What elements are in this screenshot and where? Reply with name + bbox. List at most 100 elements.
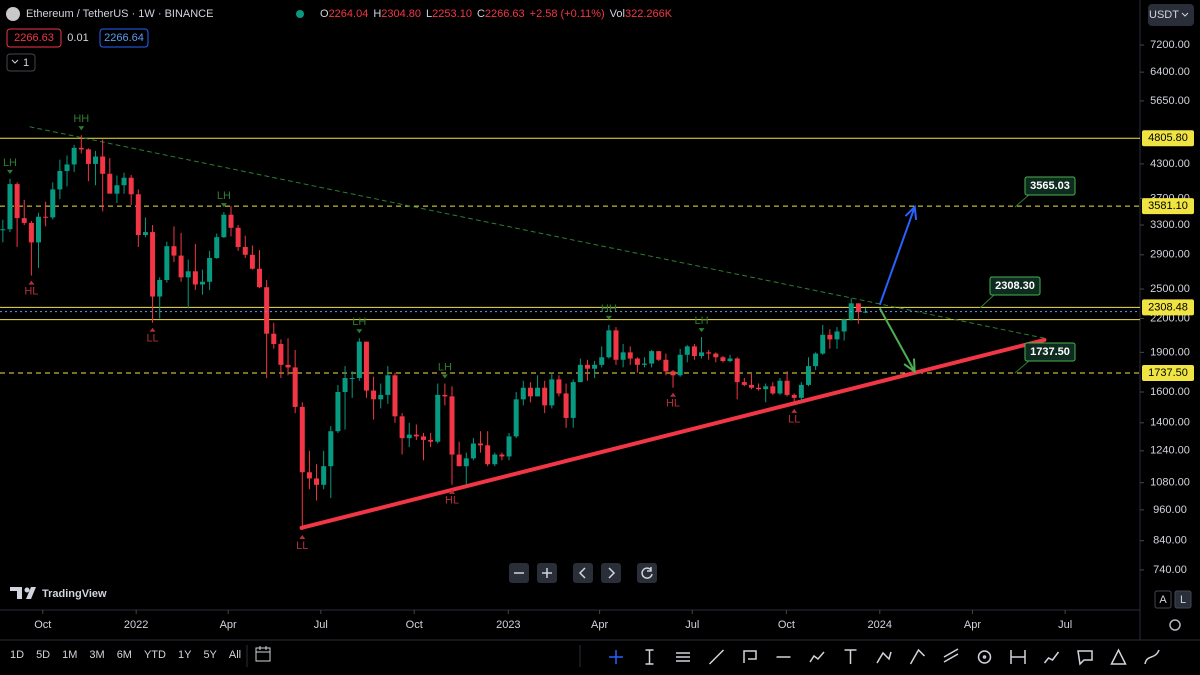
- nav-icon: [641, 567, 653, 579]
- candle-body: [492, 454, 498, 465]
- logo-dot: [24, 587, 30, 593]
- pivot-marker: [28, 280, 35, 285]
- candle-body: [513, 399, 519, 437]
- indicators-toggle[interactable]: [6, 53, 36, 72]
- currency-box[interactable]: [1148, 4, 1194, 26]
- timeframe-button[interactable]: YTD: [144, 649, 166, 661]
- nav-button[interactable]: [601, 563, 621, 583]
- drawing-tool[interactable]: [1144, 649, 1160, 665]
- drawing-tool[interactable]: [645, 649, 654, 665]
- timeframe-button[interactable]: 6M: [117, 649, 132, 661]
- drawing-tool[interactable]: [676, 652, 690, 662]
- timeframe-button[interactable]: All: [229, 649, 241, 661]
- candle-body: [428, 439, 434, 442]
- callout-pointer: [1014, 193, 1031, 208]
- candle-body: [185, 271, 191, 278]
- candle-body: [478, 443, 484, 446]
- candle-body: [413, 434, 419, 437]
- arrow-line: [878, 307, 916, 373]
- timeframe-button[interactable]: 1Y: [178, 649, 192, 661]
- timeframe-button[interactable]: 5Y: [203, 649, 217, 661]
- drawing-tool[interactable]: [1110, 648, 1127, 665]
- candle-body: [78, 147, 84, 150]
- y-tick-label: 7200.00: [1150, 39, 1190, 51]
- candle-body: [135, 194, 141, 235]
- date-range-icon[interactable]: [255, 646, 271, 662]
- candle-body: [406, 434, 412, 439]
- candle-body: [727, 358, 733, 362]
- sell-box[interactable]: [6, 28, 62, 48]
- ohlc-key: C: [477, 8, 485, 20]
- pivot-marker: [299, 534, 306, 539]
- candle-body: [527, 387, 533, 397]
- drawing-tool[interactable]: [844, 649, 857, 664]
- candle-body: [791, 394, 797, 398]
- buy-box[interactable]: [99, 28, 149, 48]
- pivot-marker: [441, 374, 448, 379]
- candle-body: [734, 358, 740, 383]
- candle-body: [371, 390, 377, 400]
- pivot-marker: [356, 329, 363, 334]
- scale-button[interactable]: [1154, 590, 1172, 609]
- y-tick-label: 3300.00: [1150, 219, 1190, 231]
- nav-button[interactable]: [573, 563, 593, 583]
- candle-body: [592, 364, 598, 369]
- drawing-tool[interactable]: [909, 648, 926, 665]
- candle-body: [150, 232, 156, 297]
- nav-button[interactable]: [537, 563, 557, 583]
- drawing-tool[interactable]: [1077, 650, 1093, 666]
- y-tick-label: 2200.00: [1150, 312, 1190, 324]
- candle-body: [827, 334, 833, 340]
- timeframe-button[interactable]: 3M: [89, 649, 104, 661]
- nav-button[interactable]: [637, 563, 657, 583]
- candle-body: [71, 147, 77, 165]
- drawing-tool[interactable]: [1043, 651, 1060, 664]
- drawing-tool[interactable]: [977, 650, 992, 664]
- candle-body: [314, 478, 320, 485]
- pivot-marker: [670, 392, 677, 397]
- candle-body: [713, 353, 719, 358]
- candle-body: [841, 319, 847, 332]
- scale-button-label: A: [1159, 594, 1167, 606]
- callout-label: 2308.30: [995, 280, 1035, 292]
- candle-body: [278, 344, 284, 365]
- timeframe-button[interactable]: 1D: [10, 649, 24, 661]
- candle-body: [285, 364, 291, 368]
- candle-body: [463, 458, 469, 467]
- arrow-head: [904, 204, 918, 221]
- drawing-tool[interactable]: [943, 648, 959, 663]
- callout-label: 3565.03: [1030, 180, 1070, 192]
- candle-body: [114, 185, 120, 194]
- drawing-tool[interactable]: [1010, 650, 1026, 664]
- nav-button-bg: [601, 563, 621, 583]
- drawing-tool[interactable]: [809, 651, 825, 663]
- volume-key: Vol: [610, 8, 625, 20]
- trend-line: [29, 126, 1045, 339]
- drawing-tool[interactable]: [743, 650, 757, 663]
- scale-button[interactable]: [1174, 590, 1192, 609]
- callout-pointer: [979, 293, 996, 309]
- x-tick-label: Jul: [1058, 619, 1072, 631]
- candle-body: [43, 216, 49, 218]
- candle-body: [649, 351, 655, 364]
- drawing-tool[interactable]: [609, 650, 623, 664]
- y-tick-label: 2900.00: [1150, 249, 1190, 261]
- pivot-marker: [6, 169, 13, 174]
- drawing-tool[interactable]: [876, 651, 892, 664]
- y-tick-label: 1240.00: [1150, 445, 1190, 457]
- drawing-tool[interactable]: [708, 649, 725, 665]
- ohlc-value: 2304.80: [381, 8, 421, 20]
- candle-body: [549, 379, 555, 406]
- timeframe-button[interactable]: 5D: [36, 649, 50, 661]
- arrow-head: [903, 358, 916, 374]
- nav-button[interactable]: [509, 563, 529, 583]
- callout-box: [989, 276, 1041, 296]
- timeframe-button[interactable]: 1M: [62, 649, 77, 661]
- candle-body: [321, 466, 327, 485]
- y-tick-label: 1600.00: [1150, 386, 1190, 398]
- candle-body: [456, 454, 462, 467]
- candle-body: [85, 149, 91, 164]
- pivot-label: HL: [445, 495, 459, 507]
- settings-icon[interactable]: [1169, 619, 1181, 631]
